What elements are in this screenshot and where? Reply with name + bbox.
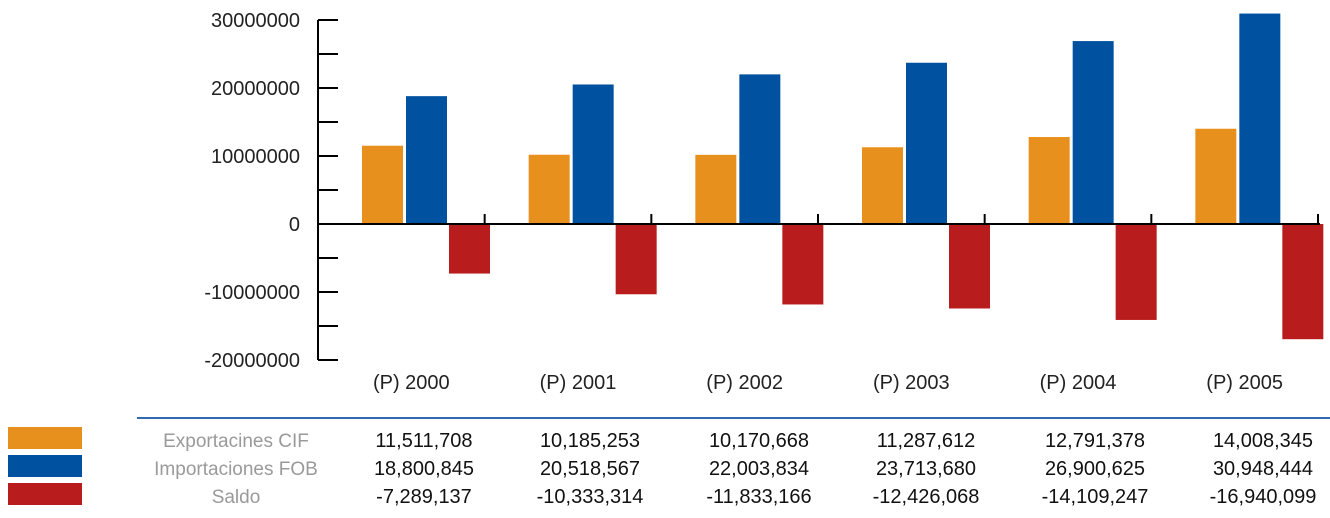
y-tick-label: 30000000 — [211, 10, 300, 32]
bar-saldo — [782, 224, 824, 305]
x-tick-label: (P) 2004 — [1040, 372, 1117, 394]
bar-saldo — [615, 224, 657, 295]
data-label: 11,511,708 — [375, 430, 472, 452]
bars — [362, 13, 1324, 340]
y-tick-label: -10000000 — [204, 282, 300, 304]
bar-exportaciones — [528, 154, 570, 224]
data-label: 10,185,253 — [540, 430, 640, 452]
x-tick-label: (P) 2002 — [706, 372, 783, 394]
data-table: Exportacines CIF 11,511,708 10,185,253 10,1… — [8, 417, 1330, 508]
bar-exportaciones — [1028, 137, 1070, 224]
data-label: 11,287,612 — [877, 430, 976, 452]
data-label: 26,900,625 — [1045, 458, 1145, 480]
x-axis — [318, 214, 1320, 225]
x-tick-labels: (P) 2000 (P) 2001 (P) 2002 (P) 2003 (P) 2004… — [373, 372, 1283, 394]
data-label: 30,948,444 — [1213, 458, 1313, 480]
y-tick-label: 10000000 — [211, 146, 300, 168]
data-label: 20,518,567 — [540, 458, 640, 480]
bar-importaciones — [739, 74, 781, 224]
legend-label: Importaciones FOB — [154, 459, 318, 480]
data-label: -12,426,068 — [873, 486, 980, 508]
legend-swatch — [8, 483, 82, 505]
legend-label: Exportacines CIF — [163, 431, 309, 452]
legend-swatch — [8, 427, 82, 449]
data-label: -14,109,247 — [1042, 486, 1149, 508]
x-tick-label: (P) 2003 — [873, 372, 950, 394]
bar-importaciones — [1239, 13, 1281, 224]
x-tick-label: (P) 2000 — [373, 372, 450, 394]
legend-swatch — [8, 455, 82, 477]
data-label: 23,713,680 — [876, 458, 976, 480]
bar-saldo — [1115, 224, 1157, 320]
bar-exportaciones — [1195, 128, 1237, 224]
bar-importaciones — [1072, 41, 1114, 225]
data-label: -7,289,137 — [376, 486, 472, 508]
bar-importaciones — [406, 96, 447, 224]
y-tick-label: 20000000 — [211, 78, 300, 100]
bar-saldo — [449, 224, 490, 274]
data-label: -10,333,314 — [537, 486, 644, 508]
legend-label: Saldo — [212, 487, 261, 508]
bar-exportaciones — [862, 147, 903, 224]
x-tick-label: (P) 2005 — [1206, 372, 1283, 394]
data-label: 22,003,834 — [709, 458, 809, 480]
data-label: 14,008,345 — [1213, 430, 1313, 452]
bar-saldo — [949, 224, 990, 309]
data-label: 12,791,378 — [1045, 430, 1145, 452]
y-tick-label: 0 — [289, 214, 300, 236]
bar-saldo — [1282, 224, 1324, 340]
data-label: 10,170,668 — [709, 430, 809, 452]
bar-exportaciones — [362, 145, 403, 224]
bar-importaciones — [572, 84, 614, 224]
x-tick-label: (P) 2001 — [540, 372, 617, 394]
bar-importaciones — [906, 62, 947, 224]
data-label: 18,800,845 — [374, 458, 474, 480]
data-label: -11,833,166 — [706, 486, 811, 508]
data-label: -16,940,099 — [1210, 486, 1317, 508]
bar-exportaciones — [695, 154, 737, 224]
y-tick-label: -20000000 — [204, 350, 300, 372]
y-axis: 30000000 20000000 10000000 0 -10000000 -20000… — [204, 10, 338, 372]
